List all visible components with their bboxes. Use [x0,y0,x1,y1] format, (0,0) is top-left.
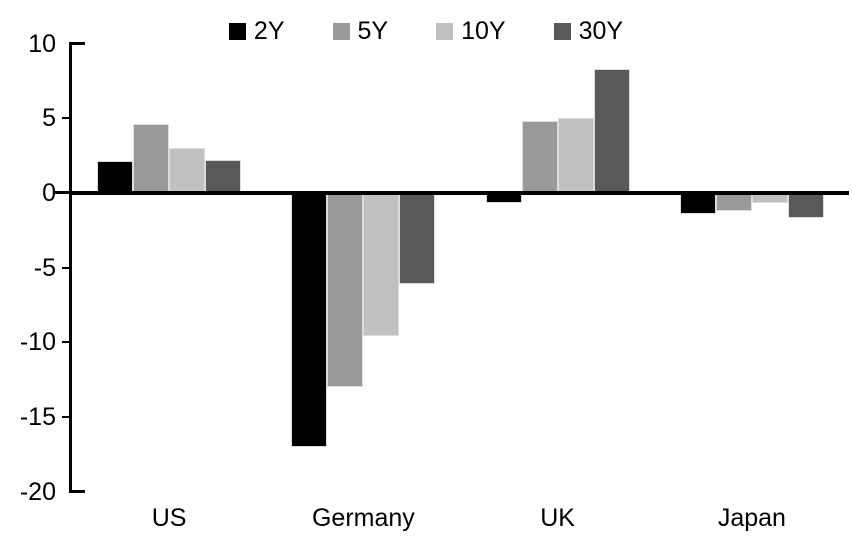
bar-germany-2y [291,192,328,447]
y-axis-tick-label: 0 [42,178,56,207]
y-axis-zero-tick [55,191,72,195]
bar-japan-2y [679,192,716,214]
legend-swatch-2y-icon [228,22,246,40]
bar-japan-5y [715,192,752,211]
x-axis-label-uk: UK [540,504,575,532]
y-axis-tick-label: -5 [33,253,56,282]
legend-item-5y: 5Y [332,16,389,45]
chart-legend: 2Y 5Y 10Y 30Y [0,12,852,50]
legend-item-30y: 30Y [553,16,624,45]
bar-uk-10y [557,118,594,193]
bar-us-10y [169,148,206,193]
bar-us-5y [133,124,170,193]
y-axis-tick-label: -10 [19,328,56,357]
bar-japan-30y [787,192,824,219]
bar-uk-30y [593,68,630,193]
bar-us-30y [205,159,242,193]
x-axis-label-us: US [151,504,187,532]
x-axis-label-germany: Germany [311,504,415,532]
legend-label: 30Y [578,16,624,45]
bar-germany-30y [399,192,436,284]
y-axis-tick-label: -15 [19,402,56,431]
y-axis-tick [62,341,72,344]
x-axis-label-japan: Japan [717,504,786,532]
y-axis-tick [62,266,72,269]
legend-swatch-5y-icon [332,22,350,40]
legend-swatch-10y-icon [436,22,454,40]
legend-item-2y: 2Y [228,16,285,45]
legend-label: 10Y [461,16,506,45]
y-axis-end-cap [69,42,85,45]
zero-baseline [71,190,849,195]
y-axis-tick-label: 5 [42,104,56,133]
legend-label: 5Y [357,16,389,45]
y-axis-tick-label: -20 [19,477,56,506]
bar-us-2y [97,161,134,193]
y-axis-tick-label: 10 [28,29,56,58]
y-axis-tick [62,415,72,418]
y-axis-tick [62,117,72,120]
bar-germany-10y [363,192,400,337]
bar-germany-5y [327,192,364,387]
bar-uk-5y [521,121,558,193]
y-axis-end-cap [69,490,85,493]
legend-label: 2Y [253,16,285,45]
legend-item-10y: 10Y [436,16,506,45]
legend-swatch-30y-icon [553,22,571,40]
